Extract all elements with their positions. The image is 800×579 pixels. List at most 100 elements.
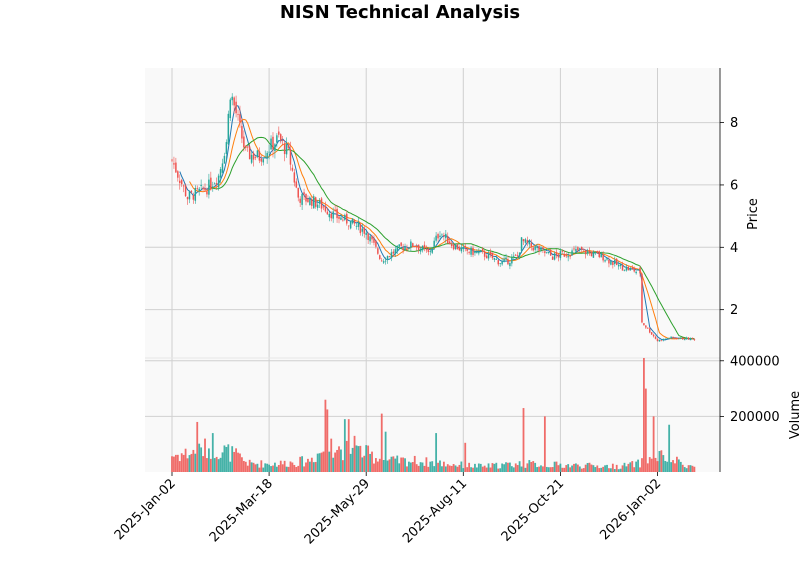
volume-axis-label: Volume (788, 391, 800, 439)
volume-bar (425, 457, 428, 472)
volume-bar (481, 466, 484, 472)
volume-bar (582, 468, 585, 472)
volume-bar (613, 469, 616, 472)
candle-body (606, 258, 608, 260)
volume-bar (520, 466, 523, 472)
candle-body (456, 244, 459, 250)
candle-body (668, 338, 670, 339)
candle-body (602, 255, 604, 261)
candle-body (379, 255, 381, 259)
candle-body (223, 155, 226, 164)
candle-body (394, 249, 397, 254)
candle-body (367, 233, 369, 240)
volume-bar (281, 464, 284, 472)
volume-bar (297, 465, 300, 472)
volume-bar (489, 467, 492, 472)
candle-body (359, 224, 362, 234)
candle-body (388, 256, 391, 257)
candle-body (629, 267, 632, 271)
candle-body (363, 227, 366, 234)
candle-body (581, 247, 583, 250)
candle-body (431, 248, 433, 253)
volume-bar (559, 463, 562, 472)
candle-body (254, 157, 257, 158)
candle-body (678, 338, 680, 340)
volume-bar (479, 463, 482, 472)
candle-body (485, 255, 488, 259)
candle-body (551, 256, 554, 260)
candle-body (598, 251, 600, 258)
volume-bar (207, 448, 210, 472)
volume-bar (398, 463, 401, 472)
candle-body (208, 179, 210, 195)
volume-bar (604, 465, 606, 472)
candle-body (194, 187, 197, 201)
volume-bar (394, 458, 397, 472)
price-tick-label: 8 (730, 116, 738, 131)
candle-body (445, 233, 447, 239)
candle-body (326, 211, 329, 215)
volume-bar (260, 460, 263, 472)
candle-body (658, 339, 661, 342)
candle-body (491, 252, 494, 259)
volume-bar (353, 435, 356, 472)
candle-body (324, 205, 327, 212)
candle-body (291, 167, 294, 171)
candle-body (215, 183, 218, 185)
candle-body (200, 184, 202, 187)
volume-bar (526, 463, 529, 472)
volume-bar (672, 460, 674, 472)
candle-body (557, 254, 560, 258)
candle-body (309, 197, 311, 205)
candle-body (365, 232, 367, 235)
candle-body (239, 114, 241, 123)
volume-bar (272, 465, 274, 472)
candle-body (621, 265, 624, 271)
volume-bar (367, 445, 370, 472)
volume-bar (576, 464, 579, 472)
volume-bar (408, 461, 410, 472)
volume-bar (235, 448, 237, 472)
candle-body (429, 251, 432, 253)
candle-body (237, 113, 239, 115)
volume-bar (693, 466, 696, 472)
volume-bar (361, 457, 364, 472)
candle-body (693, 339, 696, 341)
volume-bar (270, 466, 272, 472)
x-tick-label: 2025-Aug-11 (400, 476, 470, 546)
volume-bar (446, 464, 449, 472)
candle-body (674, 337, 676, 339)
volume-bar (536, 467, 538, 472)
candle-body (355, 225, 358, 227)
candle-body (410, 241, 412, 248)
candle-body (582, 248, 585, 250)
candle-body (202, 187, 204, 190)
candle-body (274, 144, 276, 152)
candle-body (243, 136, 245, 148)
candle-body (584, 250, 587, 255)
volume-bar (299, 456, 302, 472)
volume-bar (378, 458, 381, 472)
candle-body (464, 246, 466, 248)
volume-bar (359, 445, 362, 472)
volume-bar (345, 440, 348, 472)
volume-bar (470, 467, 472, 472)
candle-body (499, 263, 501, 264)
volume-bar (472, 467, 474, 472)
volume-bar (192, 449, 195, 472)
volume-bar (606, 464, 608, 472)
candle-body (538, 245, 540, 252)
candle-body (225, 142, 228, 155)
volume-bar (431, 461, 434, 472)
candle-body (314, 197, 317, 207)
candle-body (332, 211, 334, 219)
volume-bar (543, 416, 546, 472)
candle-body (454, 244, 457, 250)
candle-body (213, 183, 216, 185)
candle-body (382, 261, 385, 263)
volume-bar (312, 462, 315, 472)
volume-bar (204, 438, 206, 472)
volume-bar (285, 466, 288, 472)
volume-bar (460, 461, 463, 472)
